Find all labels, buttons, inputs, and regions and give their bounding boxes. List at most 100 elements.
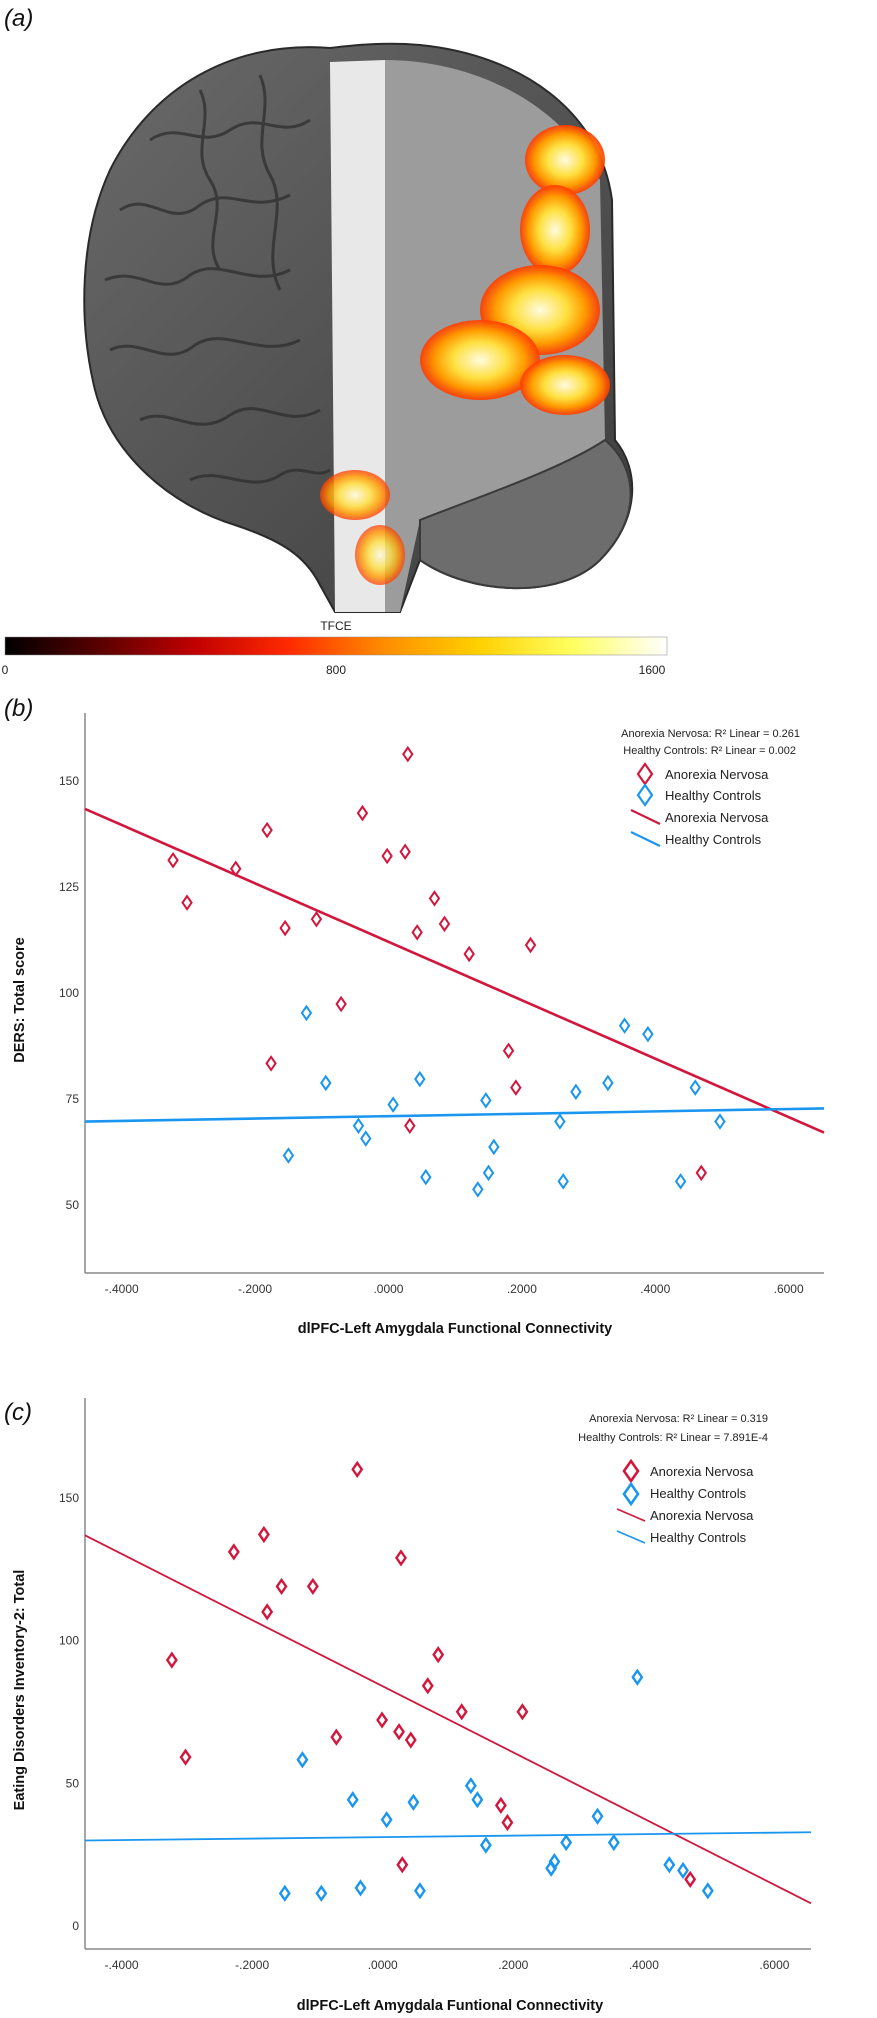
data-point-anorexia-nervosa <box>261 1603 274 1621</box>
data-point-anorexia-nervosa <box>432 1646 445 1664</box>
legend-line-hc <box>616 1530 646 1544</box>
legend-label: Anorexia Nervosa <box>650 1464 754 1479</box>
legend: Anorexia Nervosa: R² Linear = 0.319 Heal… <box>578 1413 768 1545</box>
data-point-anorexia-nervosa <box>402 745 414 763</box>
legend-marker-an <box>636 762 654 786</box>
panel-a-label: (a) <box>4 5 33 32</box>
x-axis-title: dlPFC-Left Amygdala Funtional Connectivi… <box>297 1998 603 2014</box>
data-point-healthy-controls <box>560 1833 573 1852</box>
data-point-healthy-controls <box>320 1074 332 1092</box>
data-point-healthy-controls <box>360 1130 372 1147</box>
fit-line-healthy-controls <box>84 1831 812 1842</box>
data-point-anorexia-nervosa <box>181 894 193 911</box>
data-point-anorexia-nervosa <box>516 1703 529 1721</box>
fit-line-anorexia-nervosa <box>84 1534 812 1905</box>
data-point-anorexia-nervosa <box>376 1711 389 1729</box>
data-point-anorexia-nervosa <box>257 1525 270 1544</box>
colorbar-tick-max: 1600 <box>639 663 666 677</box>
colorbar-gradient <box>4 636 668 656</box>
data-point-anorexia-nervosa <box>279 919 291 937</box>
legend-marker-hc <box>636 783 654 807</box>
data-point-healthy-controls <box>701 1882 714 1900</box>
x-tick-label: -.2000 <box>235 1958 269 1972</box>
data-point-healthy-controls <box>545 1859 558 1877</box>
y-tick-label: 50 <box>66 1776 80 1790</box>
r2-annotation-an: Anorexia Nervosa: R² Linear = 0.261 <box>621 728 800 740</box>
data-point-healthy-controls <box>642 1025 654 1043</box>
colorbar-tick-min: 0 <box>2 663 9 677</box>
y-tick-label: 150 <box>59 1491 79 1505</box>
y-axis-title: Eating Disorders Inventory-2: Total <box>12 1570 28 1811</box>
data-point-healthy-controls <box>482 1164 495 1182</box>
data-point-healthy-controls <box>315 1884 328 1902</box>
data-point-anorexia-nervosa <box>695 1164 707 1182</box>
x-axis-title: dlPFC-Left Amygdala Functional Connectiv… <box>298 1321 612 1337</box>
data-point-healthy-controls <box>387 1096 399 1113</box>
data-point-healthy-controls <box>472 1181 484 1198</box>
legend-line-an <box>616 1508 646 1522</box>
y-tick-label: 125 <box>59 880 79 894</box>
cerebellum <box>419 438 632 590</box>
data-point-healthy-controls <box>714 1113 726 1130</box>
y-tick-label: 75 <box>66 1092 80 1106</box>
fit-line-anorexia-nervosa <box>84 807 825 1134</box>
legend-line-hc <box>630 831 661 847</box>
data-point-healthy-controls <box>591 1807 604 1825</box>
data-point-anorexia-nervosa <box>463 945 475 963</box>
data-point-healthy-controls <box>278 1884 291 1902</box>
legend-label: Healthy Controls <box>650 1486 747 1501</box>
x-tick-label: .2000 <box>507 1282 537 1296</box>
data-point-healthy-controls <box>488 1138 500 1156</box>
data-point-anorexia-nervosa <box>227 1543 240 1561</box>
x-tick-label: .4000 <box>629 1958 659 1972</box>
legend-line-an <box>630 809 661 825</box>
x-tick-label: .6000 <box>774 1282 804 1296</box>
tfce-colorbar: TFCE 0 800 1600 <box>2 619 668 677</box>
data-point-healthy-controls <box>557 1173 569 1190</box>
x-tick-label: .2000 <box>498 1958 528 1972</box>
data-point-anorexia-nervosa <box>165 1651 178 1669</box>
data-point-healthy-controls <box>354 1879 367 1897</box>
panel-b-label: (b) <box>4 695 33 722</box>
panel-c-label: (c) <box>4 1399 32 1426</box>
data-point-anorexia-nervosa <box>404 1117 416 1135</box>
data-point-anorexia-nervosa <box>502 1042 515 1059</box>
y-tick-label: 50 <box>66 1198 80 1212</box>
colorbar-tick-mid: 800 <box>326 663 346 677</box>
data-point-anorexia-nervosa <box>399 843 411 860</box>
y-axis-title: DERS: Total score <box>12 937 28 1062</box>
colorbar-title: TFCE <box>320 619 351 633</box>
panel-b-scatter: (b) DERS: Total score dlPFC-Left Amygdal… <box>4 695 825 1337</box>
data-point-anorexia-nervosa <box>395 1549 407 1567</box>
data-point-anorexia-nervosa <box>684 1870 697 1888</box>
data-point-anorexia-nervosa <box>404 1731 417 1749</box>
data-point-healthy-controls <box>282 1147 295 1164</box>
y-tick-label: 150 <box>59 774 79 788</box>
tfce-overlay <box>320 125 610 585</box>
data-point-healthy-controls <box>479 1836 492 1854</box>
data-point-healthy-controls <box>674 1173 687 1190</box>
data-point-healthy-controls <box>631 1668 644 1686</box>
data-point-anorexia-nervosa <box>501 1813 514 1832</box>
panel-c-scatter: (c) Eating Disorders Inventory-2: Total … <box>4 1398 812 2014</box>
data-point-healthy-controls <box>407 1793 420 1811</box>
x-tick-label: -.2000 <box>238 1282 272 1296</box>
y-tick-label: 0 <box>72 1919 79 1933</box>
data-point-healthy-controls <box>380 1811 393 1829</box>
data-point-healthy-controls <box>607 1833 620 1852</box>
data-point-anorexia-nervosa <box>438 915 451 933</box>
legend-label: Anorexia Nervosa <box>665 767 769 782</box>
data-point-anorexia-nervosa <box>381 847 393 865</box>
y-tick-label: 100 <box>59 1634 79 1648</box>
data-point-anorexia-nervosa <box>421 1677 434 1695</box>
x-tick-label: -.4000 <box>105 1958 139 1972</box>
r2-annotation-hc: Healthy Controls: R² Linear = 7.891E-4 <box>578 1432 768 1444</box>
data-point-anorexia-nervosa <box>428 890 441 907</box>
data-point-healthy-controls <box>352 1117 365 1135</box>
legend-label: Healthy Controls <box>665 832 762 847</box>
data-point-healthy-controls <box>689 1079 701 1096</box>
data-point-healthy-controls <box>618 1017 631 1034</box>
data-point-healthy-controls <box>663 1856 676 1874</box>
data-point-anorexia-nervosa <box>265 1055 277 1072</box>
